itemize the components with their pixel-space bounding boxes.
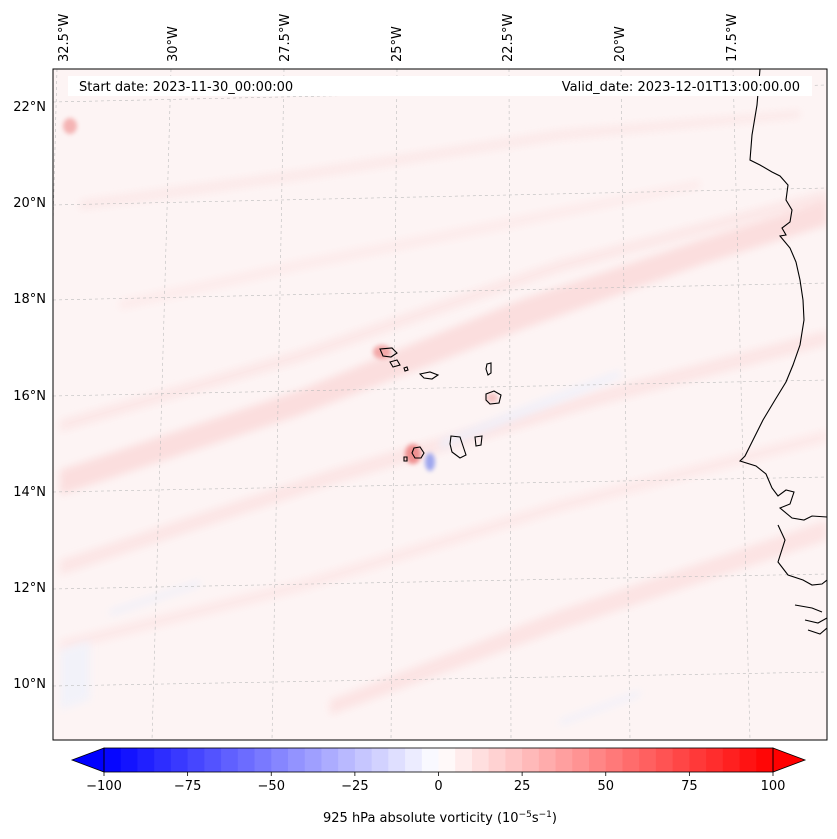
colorbar-segment — [438, 748, 456, 772]
colorbar-segment — [622, 748, 640, 772]
colorbar-label: 925 hPa absolute vorticity (10−5s−1) — [323, 810, 557, 826]
lat-label: 22°N — [13, 100, 46, 115]
colorbar-segment — [104, 748, 122, 772]
island-brava — [403, 456, 408, 462]
colorbar-segment — [672, 748, 690, 772]
colorbar-segment — [455, 748, 473, 772]
island-santa-luzia — [403, 366, 409, 372]
colorbar-segment — [505, 748, 523, 772]
lon-label: 22.5°W — [501, 14, 516, 62]
colorbar-segment — [756, 748, 774, 772]
lon-label: 20°W — [613, 26, 628, 62]
lat-label: 20°N — [13, 196, 46, 211]
colorbar-segment — [338, 748, 356, 772]
colorbar-segment — [655, 748, 674, 772]
lat-label: 18°N — [13, 292, 46, 307]
coastlines — [379, 69, 827, 635]
lon-label: 25°W — [390, 26, 405, 62]
colorbar-max-extension — [772, 747, 807, 773]
colorbar-segment — [204, 748, 222, 772]
colorbar-tick-label: −100 — [86, 779, 122, 794]
colorbar-segment — [154, 748, 172, 772]
colorbar-segment — [689, 748, 707, 772]
island-sao-nicolau — [418, 371, 440, 380]
colorbar-segment — [522, 748, 540, 772]
island-santo-antao — [379, 347, 398, 358]
colorbar-segment — [254, 748, 272, 772]
start-date-label: Start date: 2023-11-30_00:00:00 — [79, 80, 293, 95]
lon-label: 30°W — [166, 26, 181, 62]
colorbar-segment — [405, 748, 423, 772]
latitude-labels: 22°N 20°N 18°N 16°N 14°N 12°N 10°N — [13, 100, 46, 692]
colorbar-segment — [589, 748, 607, 772]
colorbar-ticks: −100 −75 −50 −25 0 25 50 75 100 — [86, 772, 785, 794]
colorbar-min-extension — [70, 747, 105, 773]
colorbar-segment — [488, 748, 506, 772]
colorbar-segment — [304, 748, 323, 772]
date-header-strip — [68, 76, 812, 96]
colorbar-segment — [187, 748, 205, 772]
colorbar-segment — [471, 748, 490, 772]
lat-label: 14°N — [13, 485, 46, 500]
colorbar-segment — [605, 748, 624, 772]
colorbar-segment — [371, 748, 389, 772]
colorbar-segment — [321, 748, 339, 772]
colorbar-segment — [287, 748, 306, 772]
lat-label: 16°N — [13, 389, 46, 404]
colorbar-tick-label: 75 — [681, 779, 698, 794]
colorbar-segment — [170, 748, 189, 772]
colorbar-tick-label: −50 — [258, 779, 285, 794]
guinea-bissau-coastline — [777, 524, 827, 635]
colorbar-segment — [706, 748, 724, 772]
colorbar-tick-label: −75 — [174, 779, 201, 794]
lon-label: 17.5°W — [725, 14, 740, 62]
colorbar-tick-label: 100 — [761, 779, 786, 794]
colorbar-segment — [555, 748, 573, 772]
island-sal — [485, 362, 492, 376]
colorbar-segments — [104, 748, 774, 772]
island-sao-vicente — [389, 359, 401, 368]
colorbar-tick-label: 0 — [434, 779, 442, 794]
colorbar-segment — [388, 748, 406, 772]
lon-label: 32.5°W — [57, 14, 72, 62]
lon-label: 27.5°W — [278, 14, 293, 62]
colorbar-segment — [137, 748, 155, 772]
vorticity-field — [53, 69, 827, 740]
island-boa-vista — [485, 390, 502, 405]
colorbar-segment — [739, 748, 757, 772]
colorbar-tick-label: 50 — [597, 779, 614, 794]
colorbar-segment — [639, 748, 657, 772]
colorbar-segment — [722, 748, 741, 772]
island-fogo — [411, 446, 425, 459]
colorbar: −100 −75 −50 −25 0 25 50 75 100 925 hPa absolute… — [70, 747, 807, 826]
colorbar-segment — [271, 748, 289, 772]
colorbar-segment — [120, 748, 139, 772]
colorbar-segment — [538, 748, 557, 772]
african-coastline — [738, 69, 827, 521]
map-gridlines — [53, 69, 827, 740]
map-frame — [52, 68, 828, 741]
colorbar-segment — [354, 748, 373, 772]
longitude-labels: 32.5°W 30°W 27.5°W 25°W 22.5°W 20°W 17.5… — [57, 14, 740, 62]
colorbar-tick-label: 25 — [514, 779, 531, 794]
valid-date-label: Valid_date: 2023-12-01T13:00:00.00 — [562, 80, 800, 95]
map-panel: Start date: 2023-11-30_00:00:00 Valid_da… — [52, 68, 828, 741]
lat-label: 12°N — [13, 581, 46, 596]
colorbar-tick-label: −25 — [341, 779, 368, 794]
colorbar-segment — [421, 748, 440, 772]
colorbar-segment — [237, 748, 256, 772]
lat-label: 10°N — [13, 677, 46, 692]
island-santiago — [449, 435, 467, 459]
island-maio — [474, 435, 483, 447]
colorbar-segment — [572, 748, 590, 772]
colorbar-segment — [221, 748, 239, 772]
